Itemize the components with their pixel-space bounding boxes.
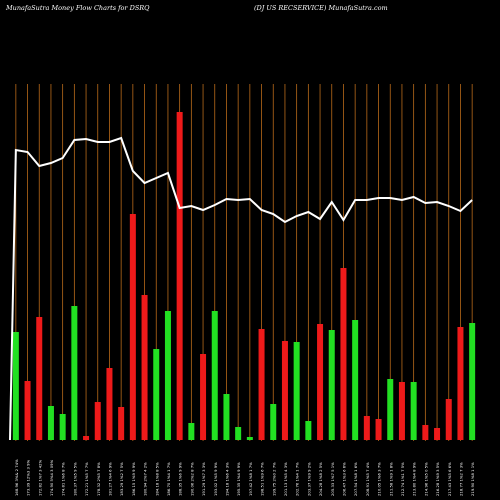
flow-bar xyxy=(129,214,136,440)
flow-bar xyxy=(83,436,90,440)
x-tick-label: 172.21 1%5 7 7% xyxy=(84,462,89,496)
flow-bar xyxy=(153,349,160,440)
x-tick-label: 201.13 1%5 4 3% xyxy=(283,462,288,496)
x-tick-label: 178.32 2%5 7 8% xyxy=(96,462,101,496)
x-tick-label: 205.33 1%7 5 1% xyxy=(330,462,335,496)
flow-bar xyxy=(176,112,183,440)
flow-bar xyxy=(445,399,452,440)
x-tick-label: 188.35 1%6 9 9% xyxy=(178,462,183,496)
flow-bar xyxy=(211,311,218,440)
x-tick-label: 206.47 1%3 6 6% xyxy=(341,462,346,496)
x-tick-label: 180.37 1%5 9 5% xyxy=(72,462,77,496)
x-tick-label: 184.18 1%8 8 5% xyxy=(154,462,159,496)
x-tick-label: 186.70 1%4 1 7% xyxy=(166,462,171,496)
flow-bar xyxy=(317,324,324,440)
x-tick-label: 186.15 1%9 9 9% xyxy=(131,462,136,496)
flow-line xyxy=(9,136,473,441)
flow-bar xyxy=(24,381,31,440)
x-tick-label: 174.90 5%4 3 09% xyxy=(49,459,54,496)
x-tick-label: 181.27 1%4 6 9% xyxy=(107,462,112,496)
x-tick-label: 218.77 1%2 7 3% xyxy=(458,462,463,496)
x-tick-label: 217.43 1%5 6 6% xyxy=(447,462,452,496)
flow-bar xyxy=(469,323,476,440)
flow-bar xyxy=(375,419,382,440)
flow-bar xyxy=(188,423,195,440)
x-tick-label: 172.82 1%7 3 42% xyxy=(37,459,42,496)
flow-bar xyxy=(258,329,265,440)
flow-bar xyxy=(59,414,66,440)
flow-bar xyxy=(434,428,441,440)
x-tick-label: 197.42 1%8 1 7% xyxy=(248,462,253,496)
flow-bar xyxy=(293,342,300,440)
flow-bar xyxy=(12,332,19,440)
x-tick-label: 216.28 1%9 3 5% xyxy=(435,462,440,496)
x-tick-label: 214.96 1%5 0 5% xyxy=(423,462,428,496)
flow-bar xyxy=(36,317,43,440)
flow-bar xyxy=(422,425,429,440)
x-tick-label: 180.94 2%7 4 2% xyxy=(143,462,148,496)
x-tick-label: 211.58 1%9 1 8% xyxy=(388,462,393,496)
flow-bar xyxy=(141,295,148,440)
flow-bar xyxy=(363,416,370,440)
flow-bar xyxy=(223,394,230,440)
x-tick-label: 203.37 1%9 9 2% xyxy=(306,462,311,496)
flow-bar xyxy=(235,427,242,440)
x-tick-label: 193.02 1%5 9 9% xyxy=(213,462,218,496)
x-tick-label: 204.28 1%8 2 5% xyxy=(318,462,323,496)
x-tick-label: 208.91 1%5 7 4% xyxy=(365,462,370,496)
x-tick-label: 183.29 1%2 7 5% xyxy=(119,462,124,496)
x-tick-label: 173.39 12%3 3 9% xyxy=(26,459,31,496)
x-tick-label: 219.90 1%8 1 1% xyxy=(470,462,475,496)
chart-title-right: (DJ US RECSERVICE) MunafaSutra.com xyxy=(254,4,388,12)
x-tick-label: 194.18 1%6 4 3% xyxy=(224,462,229,496)
flow-bar xyxy=(305,421,312,440)
flow-bar xyxy=(71,306,78,440)
flow-bar xyxy=(47,406,54,440)
flow-bar xyxy=(164,311,171,440)
flow-bar xyxy=(270,404,277,440)
flow-bar xyxy=(94,402,101,440)
flow-bar xyxy=(457,327,464,440)
x-tick-label: 195.35 1%4 9 9% xyxy=(236,462,241,496)
x-tick-label: 198.51 1%9 6 7% xyxy=(260,462,265,496)
x-tick-label: 210.05 1%6 3 7% xyxy=(377,462,382,496)
bar-layer xyxy=(12,112,476,440)
flow-bar xyxy=(352,320,359,440)
x-tick-label: 212.74 1%1 7 5% xyxy=(400,462,405,496)
flow-bar xyxy=(246,437,253,440)
x-tick-label: 213.80 1%4 8 9% xyxy=(412,462,417,496)
x-label-layer: 168.96 3%& 2 74% 173.39 12%3 3 9% 172.82 1… xyxy=(14,459,475,496)
flow-bar xyxy=(387,379,394,440)
chart-title-left: MunafaSutra Money Flow Charts for DSRQ xyxy=(6,4,150,12)
x-tick-label: 190.06 2%2 8 7% xyxy=(189,462,194,496)
x-tick-label: 168.96 3%& 2 74% xyxy=(14,459,19,496)
flow-bar xyxy=(281,341,288,440)
x-tick-label: 202.76 1%4 1 7% xyxy=(295,462,300,496)
flow-bar xyxy=(106,368,113,440)
x-tick-label: 174.81 1%6 8 7% xyxy=(61,462,66,496)
line-layer xyxy=(9,136,473,441)
x-tick-label: 199.75 2%0 2 7% xyxy=(271,462,276,496)
flow-bar xyxy=(328,330,335,440)
flow-bar xyxy=(200,354,207,440)
flow-bar xyxy=(410,382,417,440)
flow-bar xyxy=(398,382,405,440)
flow-bar xyxy=(340,268,347,440)
x-tick-label: 191.29 1%7 3 3% xyxy=(201,462,206,496)
flow-bar xyxy=(118,407,125,440)
x-tick-label: 207.54 1%8 1 6% xyxy=(353,462,358,496)
